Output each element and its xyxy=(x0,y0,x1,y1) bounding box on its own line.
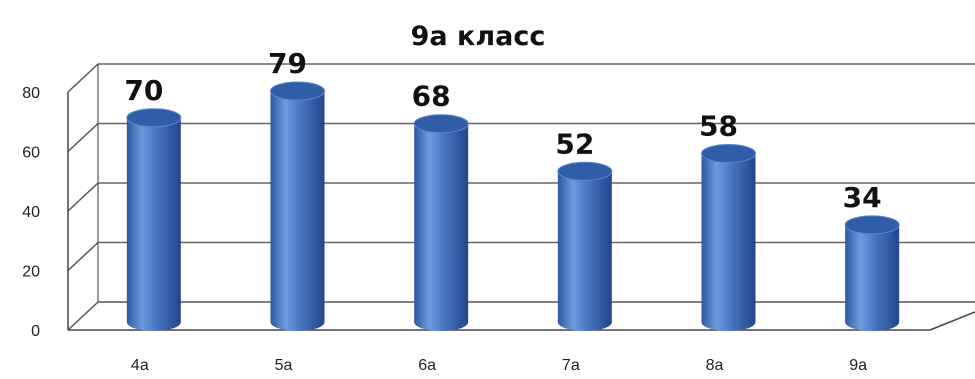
gridlines xyxy=(67,63,975,331)
bar-body xyxy=(414,123,469,331)
bar-top xyxy=(844,215,900,235)
x-tick-label: 7а xyxy=(562,357,580,374)
gridline-diagonal xyxy=(67,241,99,272)
x-axis: 4а 5а 6а 7а 8а 9а xyxy=(131,357,867,374)
data-labels: 70 79 68 52 58 34 xyxy=(124,47,881,214)
data-label: 70 xyxy=(124,74,163,107)
data-label: 52 xyxy=(555,127,594,160)
bar-body xyxy=(126,117,181,331)
bars xyxy=(126,81,900,331)
bar-top xyxy=(557,161,613,181)
bar-top xyxy=(270,81,325,101)
bar-body xyxy=(845,224,900,331)
data-label: 58 xyxy=(699,109,738,142)
bar-body xyxy=(557,171,612,331)
y-tick-label: 80 xyxy=(22,85,40,102)
bar-body xyxy=(701,153,756,331)
y-tick-label: 0 xyxy=(31,323,40,340)
data-label: 68 xyxy=(412,80,451,113)
gridline-diagonal xyxy=(67,182,99,212)
bar xyxy=(701,143,756,331)
bar-body xyxy=(270,90,325,331)
bar xyxy=(413,114,469,331)
x-tick-label: 9а xyxy=(849,357,867,374)
x-tick-label: 8а xyxy=(706,357,724,374)
bar-top xyxy=(413,114,469,134)
bar xyxy=(126,108,182,331)
bar xyxy=(270,81,325,331)
bar xyxy=(557,161,613,331)
y-tick-label: 60 xyxy=(22,145,40,162)
y-tick-label: 20 xyxy=(22,264,40,281)
gridline-diagonal xyxy=(67,63,99,93)
x-tick-label: 6а xyxy=(418,357,436,374)
bar-top xyxy=(701,143,756,163)
chart-title: 9а класс xyxy=(411,21,546,52)
gridline-diagonal xyxy=(67,122,99,153)
x-tick-label: 5а xyxy=(275,357,293,374)
gridline-diagonal xyxy=(67,301,99,331)
data-label: 34 xyxy=(843,181,882,214)
bar-top xyxy=(126,108,182,128)
floor-right-edge xyxy=(929,311,975,331)
x-tick-label: 4а xyxy=(131,357,149,374)
data-label: 79 xyxy=(268,47,307,80)
y-tick-label: 40 xyxy=(22,204,40,221)
y-axis: 0 20 40 60 80 xyxy=(22,64,975,340)
bar xyxy=(844,215,900,331)
